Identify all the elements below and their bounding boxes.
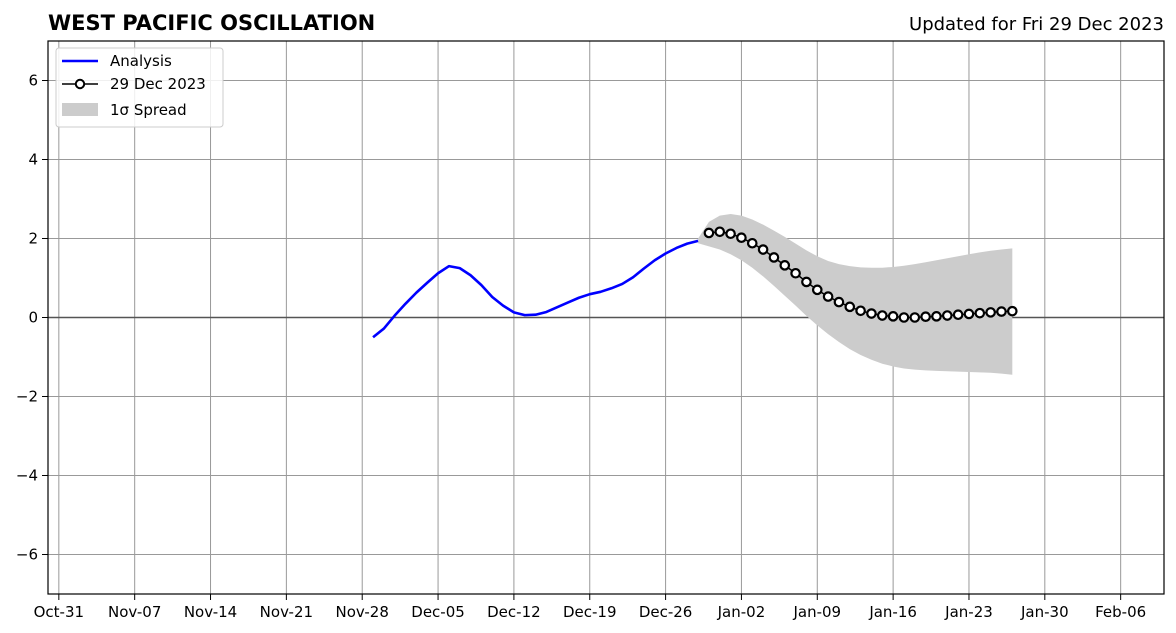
forecast-point bbox=[909, 312, 921, 323]
x-tick-label: Feb-06 bbox=[1095, 603, 1146, 621]
x-tick-label: Nov-07 bbox=[108, 603, 161, 621]
legend-spread-label: 1σ Spread bbox=[110, 101, 187, 119]
plot-area: Oct-31 Nov-07 Nov-14 Nov-21 Nov-28 Dec-05 Dec-… bbox=[16, 40, 1165, 621]
forecast-point bbox=[757, 244, 769, 255]
forecast-point bbox=[963, 308, 975, 320]
forecast-point bbox=[985, 307, 996, 318]
forecast-point bbox=[714, 226, 726, 238]
forecast-point bbox=[822, 291, 834, 302]
forecast-point bbox=[952, 309, 964, 321]
x-tick-label: Jan-30 bbox=[1020, 603, 1069, 621]
y-tick-label: −6 bbox=[16, 546, 38, 564]
forecast-point bbox=[974, 307, 986, 319]
x-tick-label: Nov-21 bbox=[260, 603, 313, 621]
x-tick-label: Nov-14 bbox=[184, 603, 237, 621]
y-tick-label: −2 bbox=[16, 388, 38, 406]
forecast-point bbox=[790, 267, 801, 279]
forecast-point bbox=[887, 311, 899, 322]
legend-forecast-label: 29 Dec 2023 bbox=[110, 75, 206, 93]
y-tick-label: −4 bbox=[16, 467, 38, 485]
forecast-point bbox=[898, 312, 910, 323]
x-tick-label: Nov-28 bbox=[336, 603, 389, 621]
forecast-point bbox=[801, 276, 812, 288]
x-tick-label: Dec-12 bbox=[487, 603, 541, 621]
plot-frame bbox=[47, 40, 1165, 595]
forecast-point bbox=[779, 260, 791, 271]
x-tick-label: Dec-19 bbox=[563, 603, 617, 621]
forecast-point bbox=[996, 306, 1007, 317]
forecast-point bbox=[855, 305, 866, 317]
forecast-point bbox=[746, 237, 758, 249]
forecast-point bbox=[844, 301, 856, 313]
forecast-point bbox=[876, 310, 888, 321]
legend-forecast-marker bbox=[74, 78, 86, 90]
forecast-point bbox=[920, 311, 931, 323]
y-tick-label: 4 bbox=[28, 151, 38, 169]
forecast-point bbox=[725, 228, 736, 240]
x-tick-label: Jan-23 bbox=[944, 603, 993, 621]
x-tick-label: Dec-05 bbox=[411, 603, 465, 621]
forecast-point bbox=[833, 296, 845, 308]
y-tick-label: 0 bbox=[28, 309, 38, 327]
forecast-point bbox=[1007, 305, 1018, 317]
y-tick-label: 6 bbox=[28, 72, 38, 90]
forecast-point bbox=[736, 232, 747, 244]
chart-subtitle: Updated for Fri 29 Dec 2023 bbox=[909, 14, 1164, 35]
analysis-line bbox=[372, 239, 699, 339]
forecast-point bbox=[703, 227, 715, 239]
x-tick-label: Jan-02 bbox=[717, 603, 766, 621]
legend-analysis-label: Analysis bbox=[110, 52, 172, 70]
forecast-point bbox=[942, 310, 953, 321]
forecast-point bbox=[768, 252, 780, 263]
x-tick-label: Dec-26 bbox=[639, 603, 693, 621]
x-tick-label: Jan-16 bbox=[868, 603, 917, 621]
forecast-point bbox=[811, 284, 823, 296]
forecast-point bbox=[931, 311, 942, 322]
x-tick-label: Oct-31 bbox=[34, 603, 84, 621]
chart-title: WEST PACIFIC OSCILLATION bbox=[48, 11, 375, 35]
y-tick-label: 2 bbox=[28, 230, 38, 248]
forecast-point bbox=[866, 308, 877, 319]
x-tick-label: Jan-09 bbox=[792, 603, 841, 621]
legend-spread-swatch bbox=[62, 103, 98, 116]
